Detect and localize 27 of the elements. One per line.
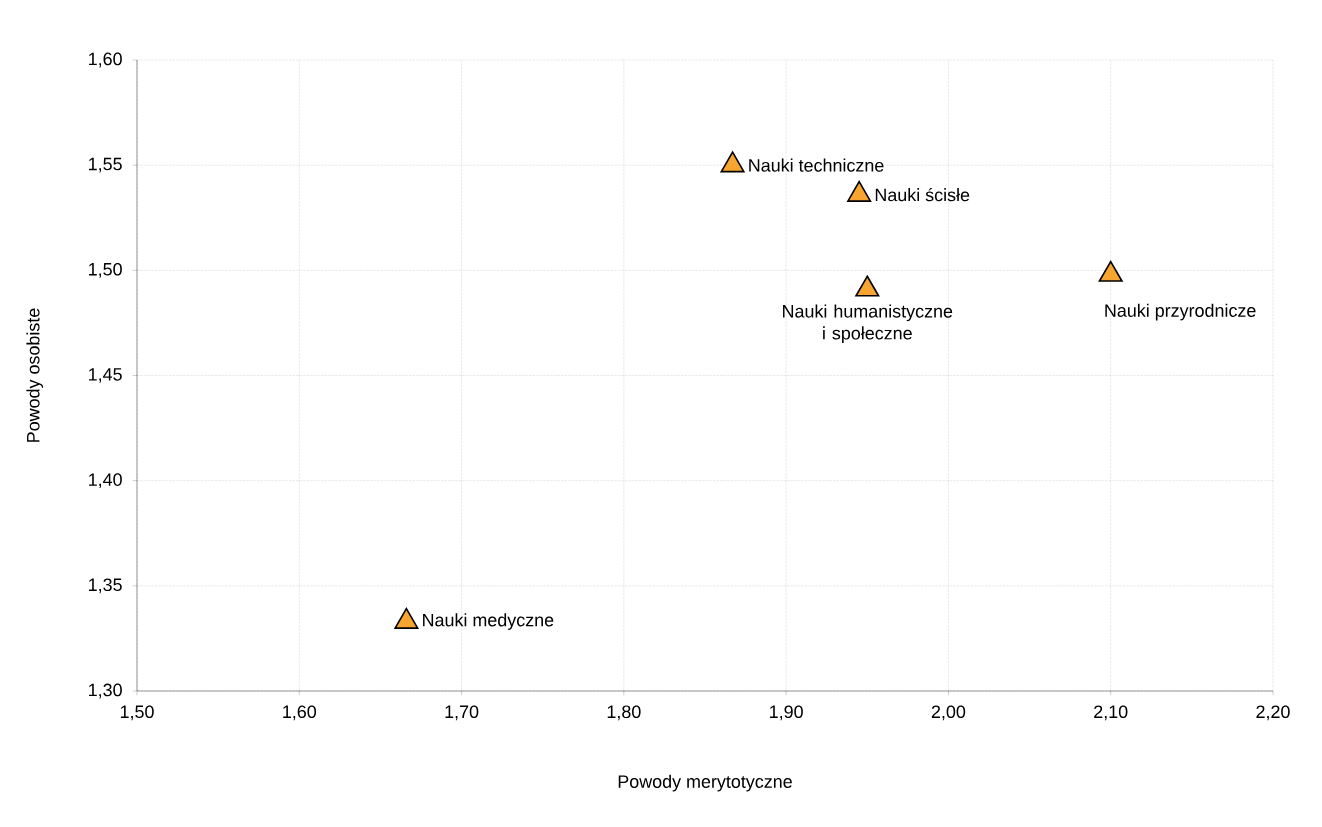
x-tick-label: 2,20 [1256, 705, 1290, 721]
point [855, 275, 880, 297]
annotation: Nauki humanistyczne i społeczne [783, 304, 953, 344]
y-tick-label: 1,30 [89, 683, 122, 699]
y-tick-label: 1,50 [89, 262, 122, 278]
annotation: Nauki techniczne [749, 158, 884, 172]
x-tick-label: 2,10 [1094, 705, 1128, 721]
y-tick-label: 1,40 [89, 473, 122, 489]
annotation: Nauki medyczne [423, 613, 554, 630]
point [720, 151, 745, 173]
y-tick-label: 1,60 [89, 52, 122, 68]
x-tick-label: 1,70 [445, 705, 479, 721]
annotation: Nauki ścisłe [875, 187, 970, 202]
y-tick-label: 1,55 [89, 157, 122, 173]
x-axis-title: Powody merytotyczne [618, 774, 792, 792]
y-tick-label: 1,35 [89, 578, 122, 594]
annotation: Nauki przyrodnicze [1105, 303, 1256, 321]
x-tick-label: 1,50 [120, 705, 154, 721]
y-tick-label: 1,45 [89, 368, 122, 383]
point [394, 607, 419, 629]
x-tick-label: 1,80 [607, 705, 641, 721]
x-tick-label: 1,90 [770, 705, 803, 721]
x-tick-label: 1,60 [283, 705, 317, 721]
y-axis-title: Powody osobiste [26, 308, 44, 442]
point [1098, 260, 1123, 282]
x-tick-label: 2,00 [931, 705, 966, 721]
point [847, 180, 872, 202]
